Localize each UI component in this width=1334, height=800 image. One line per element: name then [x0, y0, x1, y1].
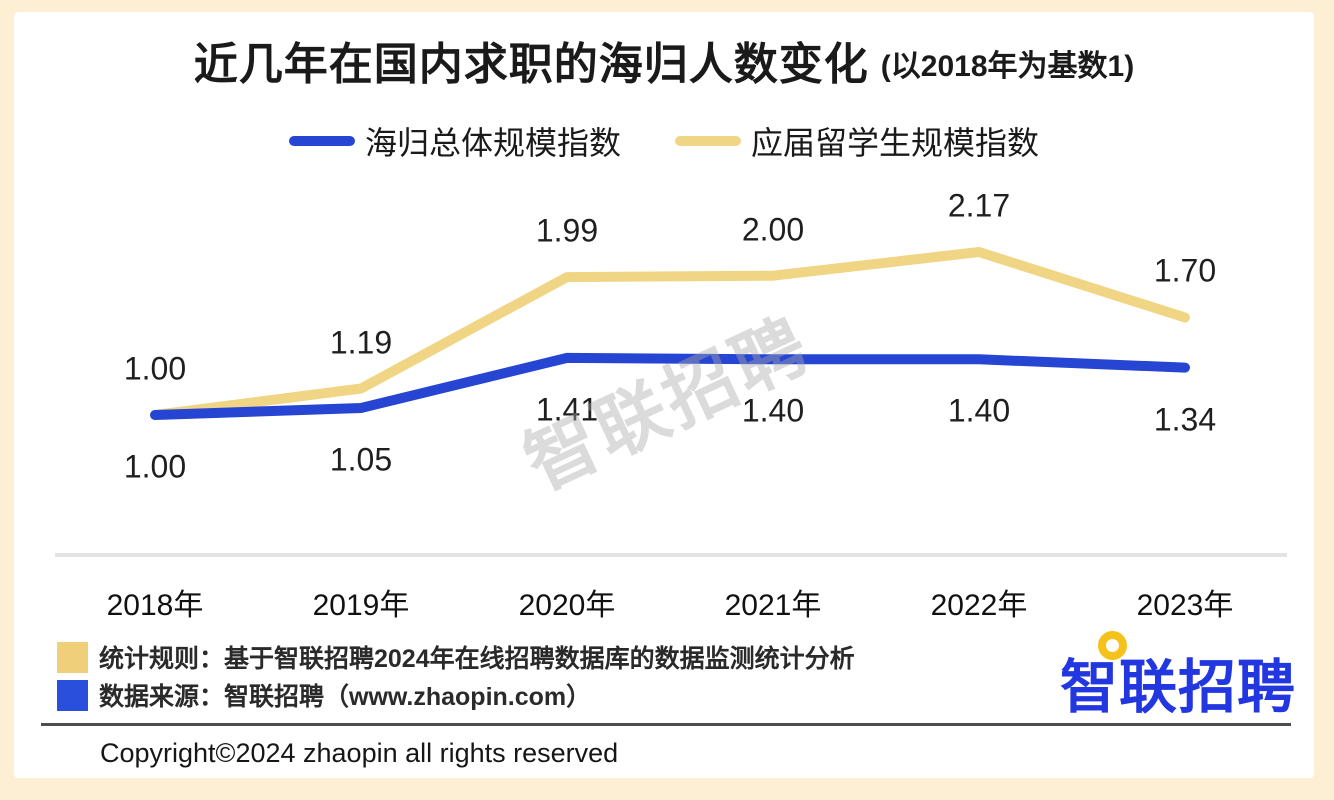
logo-text: 智联招聘: [1060, 655, 1297, 720]
legend-item-fresh-graduates: 应届留学生规模指数: [675, 118, 1039, 164]
legend-item-total-returnees: 海归总体规模指数: [288, 118, 621, 164]
value-label: 1.05: [329, 441, 393, 478]
footnote-text: 数据来源：智联招聘（www.zhaopin.com）: [99, 683, 592, 711]
legend-label: 海归总体规模指数: [364, 125, 621, 161]
footer-divider: [41, 723, 1291, 726]
value-label: 1.00: [123, 448, 187, 485]
value-label: 1.99: [535, 212, 599, 249]
x-axis-label: 2022年: [930, 589, 1028, 622]
legend-label: 应届留学生规模指数: [751, 125, 1040, 161]
chart-subtitle: (以2018年为基数1): [880, 50, 1135, 83]
chart-canvas: [150, 247, 1190, 420]
value-label: 1.19: [329, 324, 393, 361]
value-label: 1.40: [947, 392, 1011, 429]
value-label: 1.00: [123, 350, 187, 387]
line-series: [150, 247, 1190, 420]
value-label: 1.40: [741, 392, 805, 429]
legend-swatch: [288, 136, 355, 146]
footnote-swatch: [57, 641, 88, 673]
zhaopin-logo: 智联招聘: [1060, 631, 1297, 724]
value-label: 1.34: [1153, 401, 1217, 438]
footnote-text: 统计规则：基于智联招聘2024年在线招聘数据库的数据监测统计分析: [99, 645, 855, 673]
x-axis-line: [55, 553, 1287, 557]
chart-title: 近几年在国内求职的海归人数变化: [193, 40, 869, 89]
chart-legend: 海归总体规模指数 应届留学生规模指数: [14, 118, 1314, 164]
chart-layer: 1.00 1.05 1.41 1.40 1.40 1.34 1.00 1.19 1.99 2.00…: [14, 12, 1314, 778]
page-title: 近几年在国内求职的海归人数变化 (以2018年为基数1): [14, 28, 1314, 92]
x-axis-label: 2021年: [724, 589, 822, 622]
x-axis-label: 2023年: [1136, 589, 1234, 622]
x-axis-label: 2019年: [312, 589, 410, 622]
legend-swatch: [675, 136, 741, 146]
x-axis-label: 2020年: [518, 589, 616, 622]
footnote-statistics-rule: 统计规则：基于智联招聘2024年在线招聘数据库的数据监测统计分析: [57, 639, 855, 675]
footnote-swatch: [57, 679, 88, 711]
value-label: 2.00: [741, 211, 805, 248]
footnote-data-source: 数据来源：智联招聘（www.zhaopin.com）: [57, 677, 591, 713]
logo-dot-icon: [1098, 631, 1127, 660]
value-label: 2.17: [947, 187, 1011, 224]
copyright-text: Copyright©2024 zhaopin all rights reserv…: [100, 738, 619, 768]
value-label: 1.70: [1153, 252, 1217, 289]
x-axis-label: 2018年: [106, 589, 204, 622]
chart-card: 近几年在国内求职的海归人数变化 (以2018年为基数1) 海归总体规模指数 应届留…: [14, 12, 1314, 778]
value-label: 1.41: [535, 391, 599, 428]
line-series: [150, 352, 1190, 420]
